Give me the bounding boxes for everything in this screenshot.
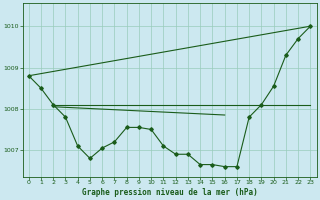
X-axis label: Graphe pression niveau de la mer (hPa): Graphe pression niveau de la mer (hPa) xyxy=(82,188,257,197)
